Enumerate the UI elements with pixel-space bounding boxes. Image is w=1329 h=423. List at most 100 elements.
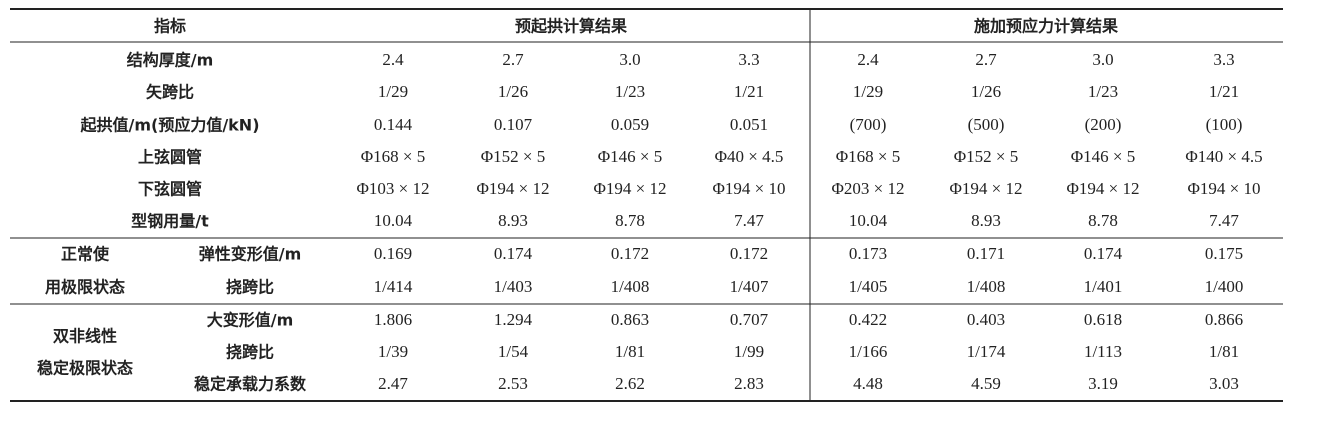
cell: 1/400 [1205,277,1244,296]
cell: 1/99 [734,342,764,361]
cell: (500) [968,115,1005,134]
row-label: 起拱值/m(预应力值/kN) [79,116,259,135]
row-label: 稳定承载力系数 [194,375,307,394]
cell: Φ152 × 5 [954,147,1019,166]
cell: Φ168 × 5 [361,147,426,166]
row-label: 上弦圆管 [138,148,202,167]
cell: 8.93 [498,211,528,230]
cell: Φ146 × 5 [598,147,663,166]
cell: 10.04 [374,211,413,230]
row-label: 结构厚度/m [126,51,214,70]
cell: Φ194 × 12 [1066,179,1139,198]
cell: Φ140 × 4.5 [1185,147,1262,166]
cell: 8.78 [1088,211,1118,230]
cell: 1/401 [1084,277,1123,296]
cell: 1/174 [967,342,1006,361]
cell: 2.53 [498,374,528,393]
cell: 0.403 [967,310,1005,329]
cell: 1/405 [849,277,888,296]
cell: Φ203 × 12 [831,179,904,198]
row-label: 挠跨比 [226,278,274,297]
cell: Φ194 × 10 [712,179,785,198]
row-label: 挠跨比 [226,343,274,362]
cell: 1/23 [1088,82,1118,101]
row-label: 弹性变形值/m [199,245,302,264]
cell: 0.422 [849,310,887,329]
cell: 2.4 [857,50,879,69]
cell: 1/23 [615,82,645,101]
cell: 2.47 [378,374,408,393]
group-label: 双非线性 [53,327,117,346]
cell: 7.47 [734,211,764,230]
header-cell: 指标 [154,17,186,36]
cell: 1/407 [730,277,769,296]
cell: 1/29 [853,82,883,101]
group-label: 稳定极限状态 [37,359,133,378]
cell: 1/21 [734,82,764,101]
cell: 1/39 [378,342,408,361]
cell: 1/414 [374,277,413,296]
cell: 3.0 [619,50,640,69]
cell: 2.62 [615,374,645,393]
group-label: 正常使 [61,245,110,264]
cell: 0.169 [374,244,412,263]
row-label: 下弦圆管 [138,180,202,199]
cell: 0.173 [849,244,887,263]
cell: 1/113 [1084,342,1122,361]
cell: 0.059 [611,115,649,134]
cell: 1.806 [374,310,412,329]
row-label: 型钢用量/t [131,212,209,231]
cell: 1/81 [615,342,645,361]
cell: Φ103 × 12 [356,179,429,198]
cell: 8.93 [971,211,1001,230]
header-cell: 预起拱计算结果 [515,17,627,36]
cell: 1/166 [849,342,888,361]
cell: 3.3 [738,50,759,69]
cell: Φ152 × 5 [481,147,546,166]
cell: 0.171 [967,244,1005,263]
header-cell: 施加预应力计算结果 [974,17,1118,36]
cell: 1/408 [611,277,650,296]
cell: 3.0 [1092,50,1113,69]
cell: Φ194 × 12 [476,179,549,198]
cell: 10.04 [849,211,888,230]
cell: 1/408 [967,277,1006,296]
cell: 0.144 [374,115,413,134]
cell: 2.7 [975,50,997,69]
cell: 2.4 [382,50,404,69]
cell: Φ194 × 12 [949,179,1022,198]
cell: (200) [1085,115,1122,134]
row-label: 大变形值/m [207,311,294,330]
group-label: 用极限状态 [45,278,125,297]
cell: 4.48 [853,374,883,393]
cell: 0.618 [1084,310,1122,329]
cell: 0.863 [611,310,649,329]
cell: 1/26 [498,82,528,101]
cell: 3.19 [1088,374,1118,393]
cell: Φ194 × 12 [593,179,666,198]
cell: 7.47 [1209,211,1239,230]
cell: 0.707 [730,310,769,329]
cell: 1/21 [1209,82,1239,101]
cell: (700) [850,115,887,134]
cell: 0.174 [1084,244,1123,263]
cell: 1/54 [498,342,529,361]
cell: Φ168 × 5 [836,147,901,166]
cell: 2.7 [502,50,524,69]
cell: 8.78 [615,211,645,230]
cell: 4.59 [971,374,1001,393]
cell: 1/81 [1209,342,1239,361]
row-label: 矢跨比 [146,83,194,102]
cell: 0.175 [1205,244,1243,263]
cell: 3.3 [1213,50,1234,69]
cell: 3.03 [1209,374,1239,393]
cell: Φ40 × 4.5 [715,147,784,166]
cell: 0.174 [494,244,533,263]
cell: 0.866 [1205,310,1243,329]
cell: 0.172 [611,244,649,263]
cell: (100) [1206,115,1243,134]
cell: 0.107 [494,115,533,134]
cell: 1.294 [494,310,533,329]
cell: 2.83 [734,374,764,393]
